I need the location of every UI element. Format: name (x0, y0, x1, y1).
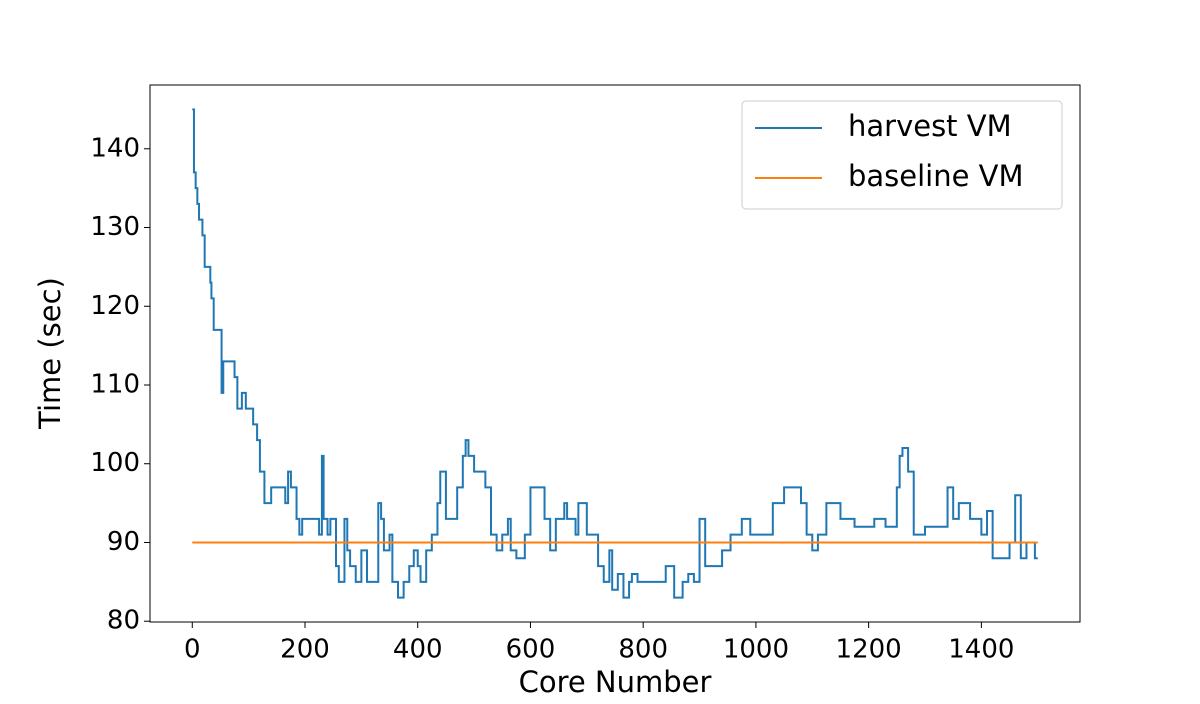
x-tick-label: 1000 (723, 635, 789, 665)
x-tick-label: 1200 (836, 635, 902, 665)
data-line (192, 108, 1038, 599)
x-tick-label: 1400 (948, 635, 1014, 665)
x-tick-label: 800 (618, 635, 668, 665)
x-axis-label: Core Number (519, 665, 712, 699)
x-tick-label: 200 (280, 635, 330, 665)
y-tick-label: 90 (107, 527, 140, 557)
x-tick-label: 0 (184, 635, 201, 665)
x-tick-label: 600 (506, 635, 556, 665)
y-tick-label: 120 (90, 291, 140, 321)
plot-frame (149, 84, 1081, 623)
y-tick-label: 80 (107, 606, 140, 636)
y-tick-label: 100 (90, 448, 140, 478)
legend-label: baseline VM (848, 159, 1024, 193)
y-tick-label: 140 (90, 133, 140, 163)
x-tick-label: 400 (393, 635, 443, 665)
y-tick-label: 110 (90, 369, 140, 399)
y-axis-label: Time (sec) (33, 277, 67, 430)
y-tick-label: 130 (90, 212, 140, 242)
legend-label: harvest VM (848, 109, 1012, 143)
